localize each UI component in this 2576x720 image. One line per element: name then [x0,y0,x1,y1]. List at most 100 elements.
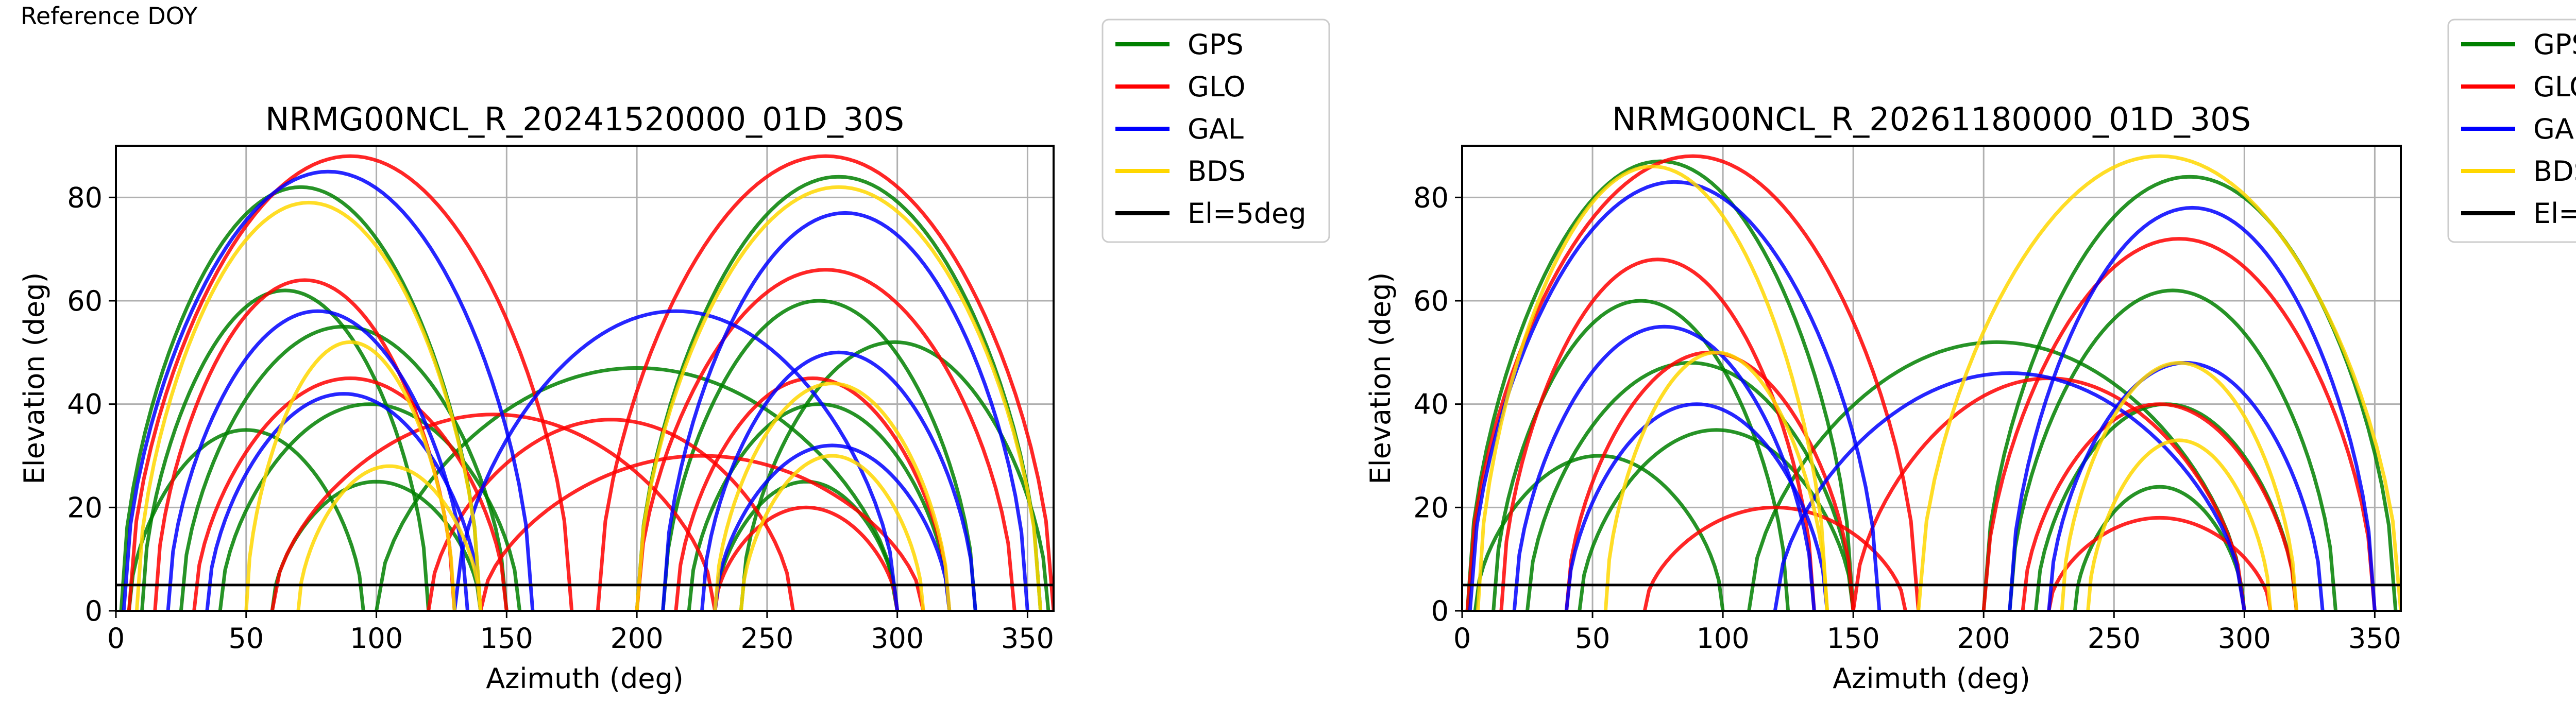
legend-label: GLO [2533,71,2576,103]
satellite-arc-bds [635,185,1043,611]
satellite-arc-glo [1465,154,1921,611]
satellite-arc-gal [1564,402,1829,611]
satellite-arc-bds [713,381,952,611]
legend-label: GPS [1188,28,1244,61]
y-tick-label: 40 [67,388,103,421]
satellite-arc-gps [1492,299,1790,611]
satellite-arc-glo [2047,516,2273,611]
satellite-arc-gal [205,392,483,611]
y-axis-label: Elevation (deg) [1364,272,1397,485]
y-tick-label: 20 [67,491,103,524]
satellite-arc-glo [2021,402,2299,611]
x-tick-label: 300 [2218,622,2271,655]
legend: GPS GLO GAL BDS El=5deg [1101,19,1330,243]
figure-label: Reference DOY [21,2,198,30]
satellite-arc-gal [122,169,535,611]
x-tick-label: 200 [1957,622,2010,655]
x-tick-label: 50 [1575,622,1611,655]
x-tick-label: 100 [1697,622,1750,655]
satellite-arc-bds [2086,438,2273,611]
legend-box [1101,19,1330,243]
satellite-arc-bds [1476,164,1829,611]
satellite-arc-glo [1499,258,1816,611]
x-tick-label: 250 [740,622,793,655]
satellite-arc-bds [1917,154,2401,611]
series-bds [1476,154,2401,611]
satellite-arc-gps [661,299,977,611]
y-tick-label: 0 [85,595,103,627]
x-tick-label: 150 [480,622,533,655]
satellite-arc-bds [2060,361,2299,611]
satellite-arc-gps [218,402,522,611]
series-group [1465,154,2401,611]
x-tick-label: 350 [2348,622,2401,655]
chart-panel-2: 0 50 100 150 200 250 300 350 0 20 40 60 80 Azimuth (d… [1364,19,2576,695]
satellite-arc-bds [1603,350,1829,611]
x-tick-label: 0 [1453,622,1471,655]
satellite-arc-gal [700,350,977,611]
x-tick-label: 150 [1827,622,1880,655]
y-tick-label: 20 [1413,491,1449,524]
satellite-arc-bds [134,200,483,611]
legend-label: El=5deg [2533,197,2576,230]
series-gal [1468,180,2377,611]
plot-frame [1461,145,2402,612]
plot-frame [115,145,1055,612]
satellite-arc-glo [674,376,952,611]
legend: GPS GLO GAL BDS El=5deg [2447,19,2576,243]
satellite-arc-gal [2008,205,2377,611]
y-tick-label: 60 [1413,285,1449,317]
satellite-arc-gal [1773,371,2246,611]
x-tick-label: 100 [350,622,403,655]
y-tick-label: 60 [67,285,103,317]
series-bds [134,185,1043,611]
satellite-arc-gps [375,366,900,611]
satellite-arc-gps [140,288,431,611]
satellite-arc-gal [1468,180,1882,611]
satellite-arc-gps [179,324,509,611]
legend-label: BDS [2533,155,2576,187]
satellite-arc-glo [713,505,900,611]
satellite-arc-gal [661,211,1029,611]
y-tick-label: 80 [1413,181,1449,214]
y-tick-label: 80 [67,181,103,214]
satellite-arc-bds [244,340,456,611]
chart-title: NRMG00NCL_R_20241520000_01D_30S [265,100,904,138]
satellite-arc-glo [635,268,1016,611]
satellite-arc-glo [270,413,717,611]
y-tick-label: 40 [1413,388,1449,421]
x-tick-label: 200 [611,622,664,655]
y-axis-label: Elevation (deg) [18,272,50,485]
series-gps [1465,159,2398,611]
satellite-arc-glo [596,154,1054,611]
x-tick-label: 250 [2088,622,2141,655]
x-tick-label: 50 [228,622,264,655]
satellite-arc-gps [127,428,365,611]
legend-label: El=5deg [1188,197,1307,230]
satellite-arc-bds [296,464,483,611]
legend-label: GPS [2533,28,2576,61]
satellite-arc-gal [452,309,900,611]
y-tick-label: 0 [1431,595,1449,627]
satellite-arc-gps [2008,288,2337,611]
satellite-arc-gal [166,309,469,611]
x-tick-label: 350 [1001,622,1054,655]
x-axis-label: Azimuth (deg) [486,662,684,695]
satellite-arc-gps [1526,361,1855,611]
satellite-arc-gps [713,479,900,611]
legend-label: BDS [1188,155,1246,187]
legend-label: GAL [2533,113,2576,145]
satellite-arc-glo [192,376,509,611]
satellite-arc-glo [427,418,795,611]
satellite-arc-gal [713,443,952,611]
satellite-arc-bds [739,454,925,611]
x-tick-label: 0 [107,622,125,655]
satellite-arc-gal [1512,324,1816,611]
x-axis-label: Azimuth (deg) [1833,662,2030,695]
satellite-arc-glo [1642,505,1907,611]
legend-label: GLO [1188,71,1246,103]
satellite-arc-glo [479,454,925,611]
legend-label: GAL [1188,113,1244,145]
chart-panel-1: 0 50 100 150 200 250 300 350 0 20 40 60 80 Azimuth (d… [18,19,1330,695]
